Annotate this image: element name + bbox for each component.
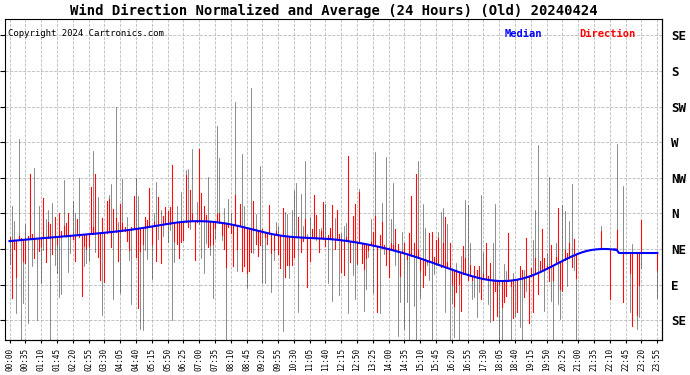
Text: Median: Median xyxy=(504,29,542,39)
Title: Wind Direction Normalized and Average (24 Hours) (Old) 20240424: Wind Direction Normalized and Average (2… xyxy=(70,4,598,18)
Text: Copyright 2024 Cartronics.com: Copyright 2024 Cartronics.com xyxy=(8,29,164,38)
Text: Direction: Direction xyxy=(580,29,636,39)
